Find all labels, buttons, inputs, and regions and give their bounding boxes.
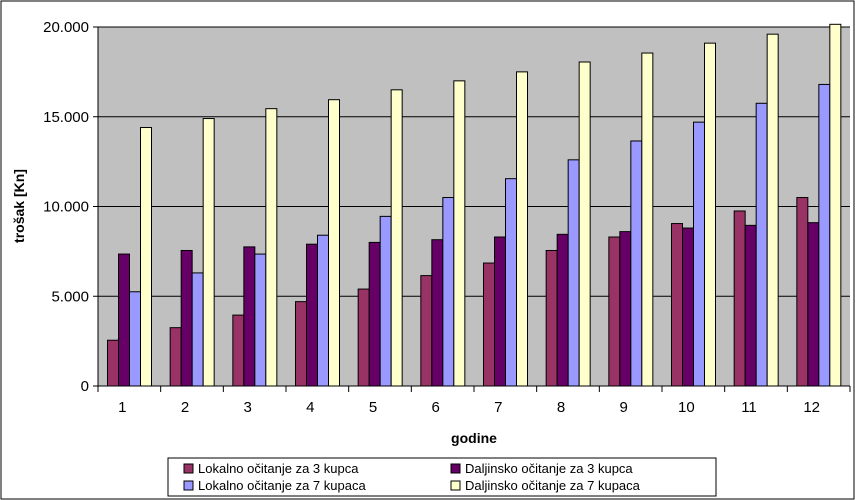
y-tick-label: 10.000 [43,199,89,216]
bar-s2-8 [556,233,569,387]
legend-swatch [183,480,194,491]
x-tick-labels: 1 2 3 4 5 6 7 8 9 10 11 12 [118,399,820,416]
bar-s1-11 [733,210,746,387]
bar-s2-7 [494,236,506,387]
bar-s3-7 [505,178,517,387]
bar-s4-6 [453,80,466,387]
x-tick-label: 2 [181,399,189,416]
bar-s1-4 [295,301,307,387]
bar-s1-12 [796,197,809,387]
bar-s1-7 [483,262,495,387]
bar-s1-8 [545,249,558,387]
bar-s4-12 [829,23,842,387]
bar-s2-1 [118,253,130,387]
bar-s3-9 [630,140,643,387]
y-tick-label: 0 [81,378,89,395]
bar-s2-4 [306,243,318,387]
bar-s1-6 [420,275,433,387]
bar-s2-5 [368,241,381,387]
x-tick-label: 7 [494,399,502,416]
bar-s3-1 [129,291,141,387]
bar-s3-4 [317,234,329,387]
bar-s4-1 [140,127,152,387]
x-tick-label: 9 [619,399,627,416]
legend-label: Lokalno očitanje za 3 kupca [198,461,359,476]
legend-label: Daljinsko očitanje za 7 kupaca [465,478,641,493]
bar-s3-5 [379,215,392,387]
y-tick-labels: 0 5.000 10.000 15.000 20.000 [43,19,89,395]
bar-s3-11 [755,102,768,387]
bar-s4-2 [202,118,215,387]
x-tick-label: 4 [306,399,314,416]
y-tick-label: 15.000 [43,109,89,126]
x-tick-label: 5 [369,399,377,416]
bar-s4-9 [641,52,654,387]
bar-s4-8 [578,61,591,387]
bar-s3-8 [567,159,580,387]
bar-s2-10 [682,227,694,387]
bar-s3-6 [442,197,455,387]
axes [93,26,851,392]
bar-s4-3 [265,108,278,387]
bar-s2-12 [807,222,820,387]
bar-s2-2 [180,249,193,387]
y-tick-label: 5.000 [51,288,89,305]
bar-s2-9 [619,231,632,387]
bar-s1-5 [357,288,370,387]
bar-s2-6 [431,239,444,387]
x-tick-label: 10 [678,399,695,416]
bar-s4-7 [516,71,528,387]
x-tick-label: 11 [741,399,757,416]
bar-s1-3 [232,314,245,387]
bar-s4-4 [328,99,340,387]
legend-swatch [183,463,194,474]
legend-label: Daljinsko očitanje za 3 kupca [465,461,633,476]
bar-s2-3 [243,246,256,387]
bar-s3-3 [254,253,267,387]
bar-s4-5 [390,89,403,387]
x-tick-label: 3 [243,399,251,416]
y-tick-label: 20.000 [43,19,89,36]
gridlines [98,26,850,297]
bar-s2-11 [744,224,757,387]
bar-s1-9 [608,236,621,387]
legend-label: Lokalno očitanje za 7 kupaca [198,478,366,493]
legend-swatch [450,463,461,474]
bar-s3-12 [818,83,831,387]
bar-s3-10 [693,121,705,387]
x-tick-label: 1 [118,399,126,416]
bar-s1-1 [107,339,119,387]
legend-swatch [450,480,461,491]
bar-s3-2 [191,272,204,387]
legend: Lokalno očitanje za 3 kupca Daljinsko oči… [167,457,717,497]
x-tick-label: 12 [803,399,820,416]
x-tick-label: 6 [431,399,439,416]
legend-border [167,457,717,497]
x-tick-label: 8 [557,399,565,416]
bar-s1-2 [169,327,182,387]
x-axis-title: godine [451,430,497,446]
bar-s1-10 [671,223,683,387]
bar-s4-11 [766,33,779,387]
y-axis-title: trošak [Kn] [11,169,27,243]
bar-s4-10 [704,42,716,387]
